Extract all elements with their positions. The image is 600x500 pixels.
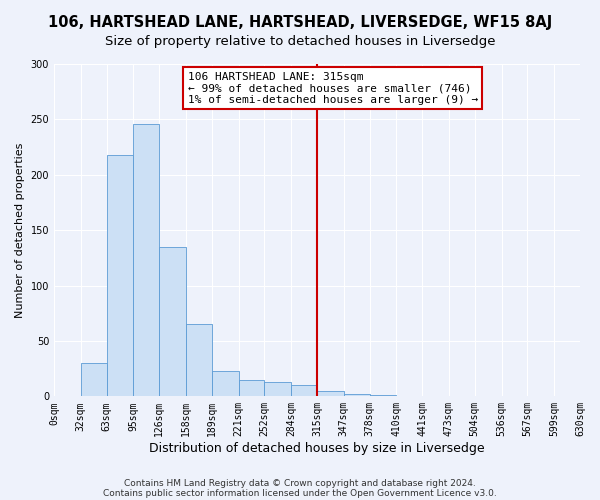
Y-axis label: Number of detached properties: Number of detached properties [15,142,25,318]
Bar [186,324,212,396]
Bar [370,395,397,396]
Text: Contains public sector information licensed under the Open Government Licence v3: Contains public sector information licen… [103,488,497,498]
Bar [265,382,291,396]
Text: 106 HARTSHEAD LANE: 315sqm
← 99% of detached houses are smaller (746)
1% of semi: 106 HARTSHEAD LANE: 315sqm ← 99% of deta… [188,72,478,105]
Bar [159,247,186,396]
Bar [212,371,239,396]
Text: Contains HM Land Registry data © Crown copyright and database right 2024.: Contains HM Land Registry data © Crown c… [124,478,476,488]
Bar [81,363,107,396]
Text: Size of property relative to detached houses in Liversedge: Size of property relative to detached ho… [105,35,495,48]
Bar [239,380,265,396]
Bar [133,124,159,396]
Bar [317,391,344,396]
Bar [291,386,317,396]
X-axis label: Distribution of detached houses by size in Liversedge: Distribution of detached houses by size … [149,442,485,455]
Bar [344,394,370,396]
Bar [107,155,133,396]
Text: 106, HARTSHEAD LANE, HARTSHEAD, LIVERSEDGE, WF15 8AJ: 106, HARTSHEAD LANE, HARTSHEAD, LIVERSED… [48,15,552,30]
